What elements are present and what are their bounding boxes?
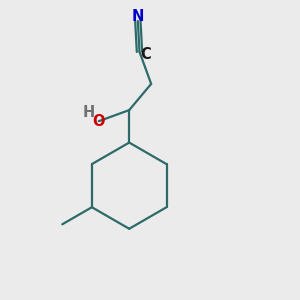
Text: C: C	[141, 47, 152, 62]
Text: H: H	[83, 105, 95, 120]
Text: N: N	[132, 9, 144, 24]
Text: O: O	[92, 114, 105, 129]
